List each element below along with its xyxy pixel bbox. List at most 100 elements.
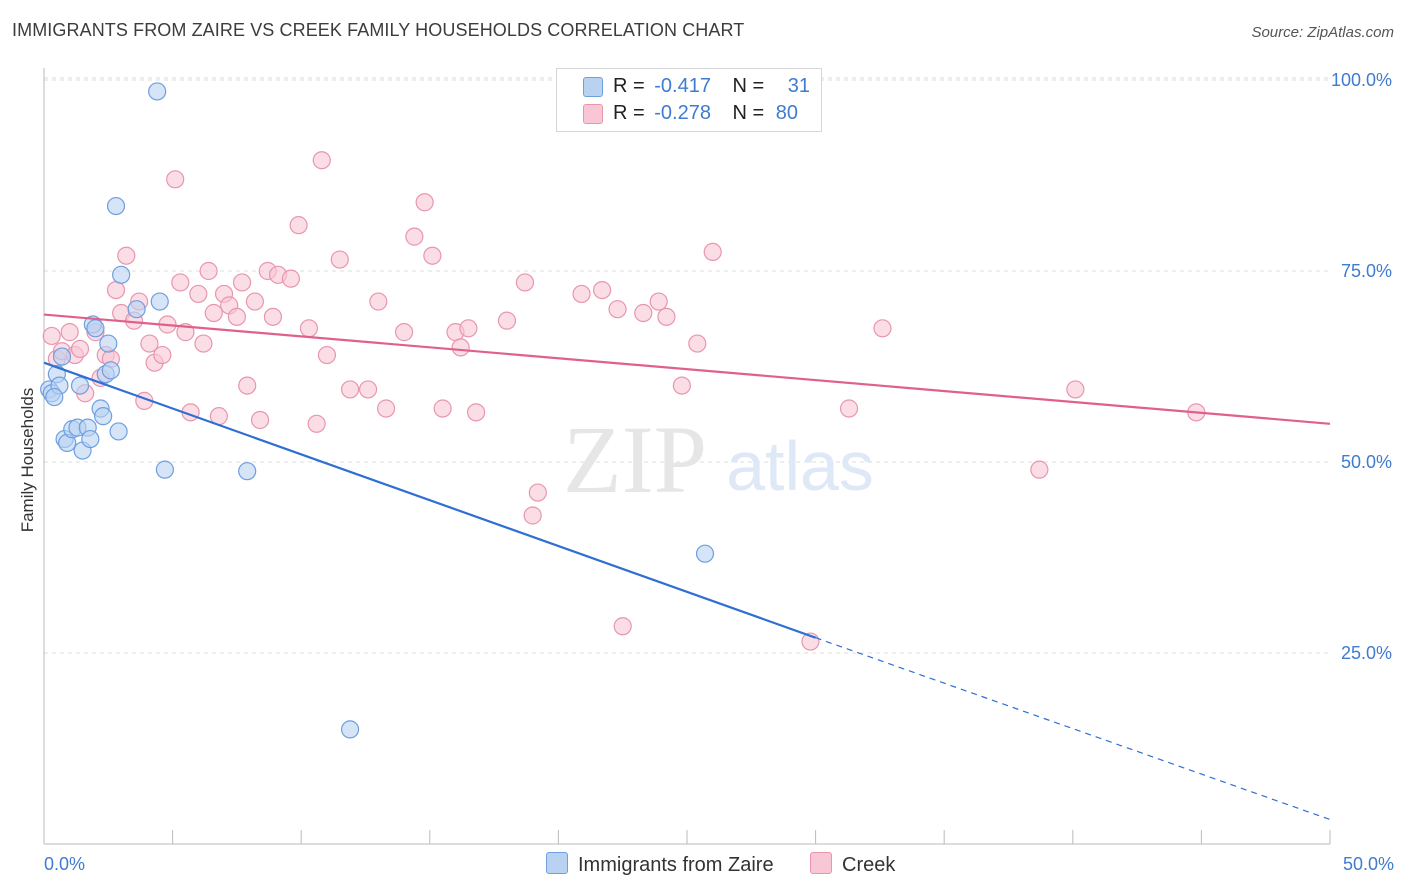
trend-layer (43, 313, 1331, 821)
zaire-point (106, 196, 126, 216)
y-axis-label: Family Households (18, 387, 37, 533)
creek-point (672, 376, 691, 395)
creek-trendline (43, 313, 1331, 425)
creek-point (523, 506, 542, 525)
zaire-point (101, 361, 120, 380)
watermark: ZIP atlas (563, 406, 874, 513)
creek-point (433, 399, 452, 418)
zaire-point (148, 82, 167, 101)
zaire-point (86, 319, 105, 338)
zaire-point (94, 407, 113, 426)
creek-point (613, 617, 632, 636)
x-tick-label: 0.0% (44, 854, 85, 874)
creek-point (515, 273, 535, 292)
x-tick-label: 50.0% (1343, 854, 1394, 874)
zaire-trendline (43, 361, 816, 639)
tick-labels: 25.0% 50.0% 75.0% 100.0% 0.0% 50.0% (44, 70, 1394, 874)
zaire-point (70, 376, 90, 395)
legend-r-label: R = (613, 75, 645, 97)
stats-legend: R = -0.417 N = 31 R = -0.278 N = 80 (556, 68, 822, 132)
creek-point (634, 303, 653, 323)
creek-point (459, 319, 478, 338)
watermark-atlas: atlas (726, 427, 874, 505)
y-tick-label: 75.0% (1341, 261, 1392, 281)
creek-point (238, 376, 257, 395)
creek-point (232, 273, 252, 292)
creek-point (42, 326, 61, 346)
creek-point (688, 334, 707, 353)
creek-point (703, 242, 722, 261)
creek-point (340, 380, 360, 399)
axis-layer (43, 68, 1331, 845)
creek-point (312, 151, 331, 170)
bottom-legend-label-creek: Creek (842, 854, 896, 876)
creek-point (451, 338, 470, 357)
bottom-legend-creek: Creek (810, 852, 895, 877)
creek-point (106, 281, 126, 300)
creek-point (608, 300, 627, 319)
legend-r-label: R = (613, 102, 645, 124)
creek-point (528, 483, 547, 502)
creek-point (839, 399, 859, 418)
source-label: Source: ZipAtlas.com (1251, 24, 1394, 41)
watermark-zip: ZIP (563, 406, 707, 513)
legend-n-label: N = (732, 102, 765, 124)
creek-point (263, 307, 283, 326)
creek-point (307, 414, 326, 433)
zaire-point (99, 334, 118, 353)
points-layer (40, 82, 1206, 739)
zaire-point (155, 460, 174, 479)
bottom-legend-label-zaire: Immigrants from Zaire (578, 854, 774, 876)
creek-point (281, 269, 301, 288)
creek-point (194, 334, 213, 353)
legend-swatch-creek (583, 104, 603, 124)
zaire-point (340, 720, 360, 739)
zaire-point (45, 387, 64, 407)
legend-n-label: N = (732, 75, 765, 97)
creek-point (140, 334, 159, 353)
creek-point (289, 216, 308, 235)
zaire-point (81, 429, 100, 449)
zaire-trendline-extension (815, 637, 1331, 821)
creek-point (376, 399, 396, 418)
creek-point (1066, 380, 1085, 399)
zaire-point (150, 292, 169, 311)
creek-point (204, 303, 223, 323)
legend-n-value-zaire: 31 (787, 75, 811, 97)
creek-point (649, 292, 668, 311)
creek-point (358, 380, 378, 399)
grid-layer (44, 77, 1330, 654)
creek-point (415, 193, 434, 212)
creek-point (394, 323, 414, 342)
legend-swatch-zaire (583, 77, 603, 97)
zaire-point (109, 422, 128, 441)
creek-point (497, 311, 517, 330)
creek-point (299, 319, 319, 338)
creek-point (423, 246, 442, 265)
creek-point (317, 345, 337, 365)
y-tick-label: 25.0% (1341, 643, 1392, 663)
creek-point (153, 345, 172, 365)
creek-point (189, 284, 208, 304)
legend-n-value-creek: 80 (775, 102, 799, 124)
y-tick-label: 100.0% (1331, 70, 1392, 90)
legend-r-value-creek: -0.278 (654, 102, 711, 124)
zaire-point (695, 544, 715, 563)
creek-point (405, 227, 424, 246)
creek-point (250, 410, 270, 430)
creek-point (657, 307, 676, 326)
bottom-legend-swatch-zaire (546, 852, 568, 874)
legend-r-value-zaire: -0.417 (654, 75, 711, 97)
creek-point (572, 284, 591, 304)
creek-point (70, 339, 90, 359)
zaire-point (238, 462, 257, 481)
bottom-legend-swatch-creek (810, 852, 832, 874)
creek-point (466, 403, 486, 422)
zaire-point (112, 265, 131, 284)
creek-point (171, 273, 190, 292)
chart-title: IMMIGRANTS FROM ZAIRE VS CREEK FAMILY HO… (12, 20, 745, 40)
creek-point (593, 281, 612, 300)
creek-point (873, 319, 892, 338)
creek-point (330, 250, 349, 269)
